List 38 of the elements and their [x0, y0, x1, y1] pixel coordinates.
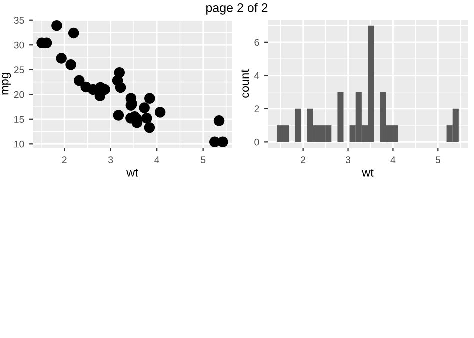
- y-tick-label: 2: [254, 106, 260, 112]
- y-tick-label: 20: [14, 91, 24, 98]
- point: [144, 93, 156, 104]
- x-axis-title: wt: [362, 169, 374, 177]
- x-tick-label: 4: [154, 156, 160, 164]
- point: [214, 116, 225, 126]
- y-tick-label: 35: [14, 17, 24, 24]
- x-tick-label: 2: [301, 156, 306, 164]
- point: [68, 28, 80, 39]
- point: [142, 113, 152, 124]
- y-axis-title: count: [241, 70, 250, 98]
- y-tick-label: 30: [14, 42, 24, 49]
- point: [56, 53, 67, 64]
- chart-title: page 2 of 2: [206, 3, 268, 15]
- point: [52, 20, 62, 32]
- x-axis-title: wt: [126, 169, 138, 177]
- point: [113, 110, 124, 121]
- point: [154, 107, 166, 118]
- point: [139, 102, 150, 114]
- point: [80, 82, 92, 93]
- x-tick-label: 3: [108, 156, 114, 164]
- y-axis-title: mpg: [2, 73, 12, 95]
- y-tick-label: 15: [14, 116, 24, 124]
- x-tick-label: 5: [201, 156, 206, 164]
- y-tick-label: 10: [14, 140, 24, 148]
- x-tick-label: 3: [346, 156, 351, 164]
- point: [218, 136, 228, 148]
- y-tick-label: 6: [254, 39, 260, 46]
- y-tick-label: 4: [254, 72, 260, 80]
- point: [66, 60, 76, 70]
- y-tick-label: 0: [254, 138, 260, 146]
- x-tick-label: 4: [390, 156, 396, 164]
- point: [74, 75, 85, 86]
- y-tick-label: 25: [14, 66, 24, 74]
- point: [112, 75, 124, 86]
- x-tick-label: 2: [62, 156, 67, 164]
- x-tick-label: 5: [436, 156, 440, 164]
- point: [144, 122, 156, 134]
